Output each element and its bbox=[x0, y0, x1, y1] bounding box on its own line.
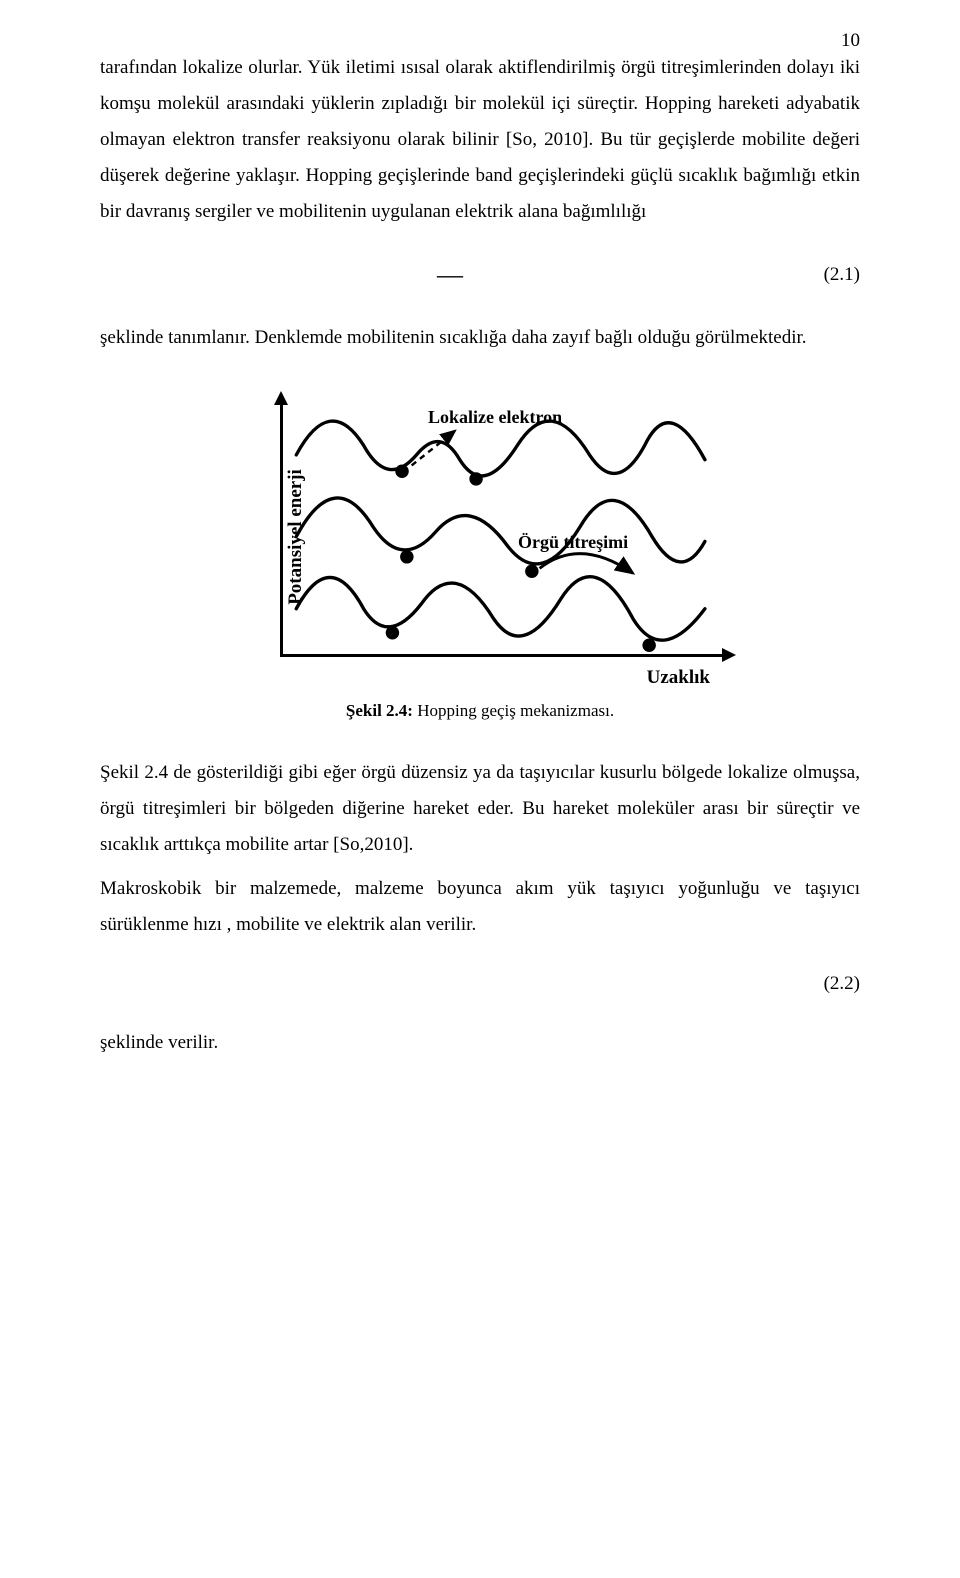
figure-label-orgu-titresimi: Örgü titreşimi bbox=[518, 532, 628, 553]
equation-row-1: — (2.1) bbox=[100, 260, 860, 290]
x-axis bbox=[280, 654, 730, 657]
electron-dot bbox=[400, 550, 413, 563]
dashed-arrow bbox=[412, 430, 455, 465]
figure-label-lokalize-elektron: Lokalize elektron bbox=[428, 407, 562, 428]
potential-curve bbox=[296, 498, 705, 564]
figure-caption-text: Hopping geçiş mekanizması. bbox=[413, 701, 614, 720]
paragraph-1: tarafından lokalize olurlar. Yük iletimi… bbox=[100, 50, 860, 230]
page-number: 10 bbox=[841, 30, 860, 52]
equation-2-number: (2.2) bbox=[800, 973, 860, 995]
figure-2-4: Potansiyel enerji Uzaklık Lokalize elekt… bbox=[220, 387, 740, 721]
electron-dot bbox=[395, 464, 408, 477]
potential-curves-svg bbox=[283, 402, 723, 652]
equation-row-2: (2.2) bbox=[100, 973, 860, 995]
figure-caption: Şekil 2.4: Hopping geçiş mekanizması. bbox=[220, 701, 740, 721]
paragraph-2: şeklinde tanımlanır. Denklemde mobiliten… bbox=[100, 320, 860, 356]
x-axis-label: Uzaklık bbox=[647, 667, 710, 689]
paragraph-5: şeklinde verilir. bbox=[100, 1025, 860, 1061]
equation-1-symbol: — bbox=[100, 260, 800, 290]
electron-dot bbox=[469, 472, 482, 485]
potential-curve bbox=[296, 421, 705, 476]
figure-frame: Potansiyel enerji Uzaklık Lokalize elekt… bbox=[220, 387, 740, 687]
paragraph-4: Makroskobik bir malzemede, malzeme boyun… bbox=[100, 871, 860, 943]
figure-caption-bold: Şekil 2.4: bbox=[346, 701, 413, 720]
page: 10 tarafından lokalize olurlar. Yük ilet… bbox=[0, 0, 960, 1578]
paragraph-3: Şekil 2.4 de gösterildiği gibi eğer örgü… bbox=[100, 755, 860, 863]
potential-curve bbox=[296, 576, 705, 639]
equation-1-number: (2.1) bbox=[800, 264, 860, 286]
electron-dot bbox=[386, 626, 399, 639]
electron-dot bbox=[525, 564, 538, 577]
electron-dot bbox=[642, 638, 655, 651]
